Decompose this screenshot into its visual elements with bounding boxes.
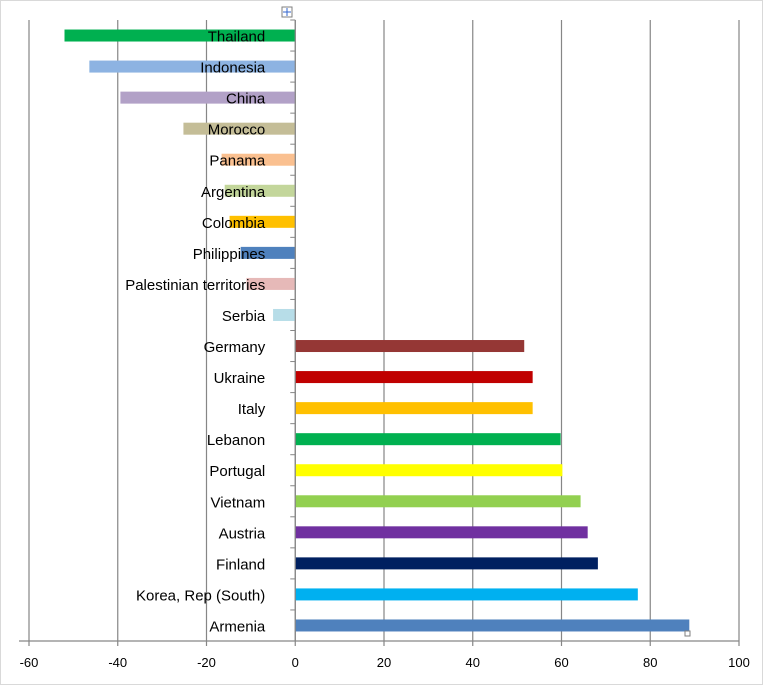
bar-armenia [295, 619, 690, 632]
category-label: Armenia [209, 618, 266, 635]
category-label: Vietnam [210, 494, 265, 511]
category-label: Morocco [208, 122, 266, 139]
category-label: Philippines [193, 246, 266, 263]
bar-morocco [183, 122, 296, 135]
bar-portugal [295, 464, 563, 477]
x-tick-label: -40 [108, 655, 127, 670]
x-tick-label: 100 [728, 655, 750, 670]
bar-serbia [273, 308, 296, 321]
bar-ukraine [295, 371, 533, 384]
bar-palestinian-territories [246, 277, 296, 290]
category-label: Panama [209, 153, 266, 170]
x-tick-label: -60 [20, 655, 39, 670]
bar-colombia [229, 215, 296, 228]
bar-argentina [224, 184, 296, 197]
bar-indonesia [89, 60, 296, 73]
category-label: Austria [219, 525, 266, 542]
category-label: Ukraine [214, 370, 266, 387]
category-label: Germany [204, 339, 266, 356]
bar-germany [295, 340, 525, 353]
category-label: Indonesia [200, 60, 266, 77]
category-label: Korea, Rep (South) [136, 587, 265, 604]
bar-austria [295, 526, 588, 539]
category-label: Palestinian territories [125, 277, 265, 294]
bar-panama [221, 153, 296, 166]
x-tick-label: 80 [643, 655, 657, 670]
category-label: Finland [216, 556, 265, 573]
category-label: Argentina [201, 184, 266, 201]
bar-china [120, 91, 296, 104]
x-tick-label: 60 [554, 655, 568, 670]
category-label: China [226, 91, 266, 108]
bar-lebanon [295, 433, 561, 446]
category-label: Serbia [222, 308, 266, 325]
category-label: Lebanon [207, 432, 265, 449]
bar-thailand [64, 29, 296, 42]
x-tick-label: 20 [377, 655, 391, 670]
x-tick-label: 0 [292, 655, 299, 670]
category-label: Portugal [209, 463, 265, 480]
bar-vietnam [295, 495, 581, 508]
bar-korea-rep-south- [295, 588, 638, 601]
bar-italy [295, 402, 533, 415]
x-tick-label: -20 [197, 655, 216, 670]
resize-handle[interactable] [684, 630, 691, 637]
category-label: Thailand [208, 29, 266, 46]
category-label: Colombia [202, 215, 266, 232]
x-tick-label: 40 [466, 655, 480, 670]
move-handle-icon[interactable] [281, 6, 293, 18]
category-label: Italy [238, 401, 266, 418]
bar-philippines [240, 246, 296, 259]
bar-finland [295, 557, 598, 570]
